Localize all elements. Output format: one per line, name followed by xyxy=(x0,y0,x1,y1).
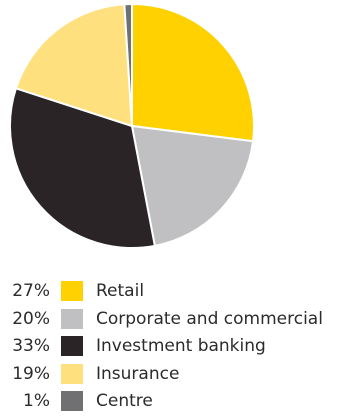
legend-label: Investment banking xyxy=(96,336,266,356)
legend-item-insurance: 19% Insurance xyxy=(0,362,341,390)
pie-slice-investment-banking xyxy=(9,87,156,249)
legend-label: Centre xyxy=(96,391,153,411)
legend-label: Corporate and commercial xyxy=(96,308,323,329)
legend-percent: 33% xyxy=(12,336,50,356)
legend-swatch xyxy=(61,363,83,384)
legend: 27% Retail 20% Corporate and commercial … xyxy=(0,279,341,417)
legend-swatch xyxy=(61,281,83,301)
legend-item-retail: 27% Retail xyxy=(0,279,341,307)
legend-item-investment-banking: 33% Investment banking xyxy=(0,334,341,362)
legend-swatch xyxy=(61,391,83,411)
legend-percent: 19% xyxy=(12,363,50,384)
legend-item-centre: 1% Centre xyxy=(0,389,341,417)
pie-slice-retail xyxy=(131,3,255,143)
legend-label: Insurance xyxy=(96,363,180,384)
pie-slice-centre xyxy=(123,2,133,127)
pie-slice-insurance xyxy=(14,3,133,127)
legend-swatch xyxy=(61,308,83,329)
legend-percent: 27% xyxy=(12,281,50,301)
pie-chart xyxy=(9,2,255,249)
legend-percent: 20% xyxy=(12,308,50,329)
legend-swatch xyxy=(61,336,83,356)
legend-label: Retail xyxy=(96,281,145,301)
legend-percent: 1% xyxy=(23,391,50,411)
pie-slice-corporate-and-commercial xyxy=(131,125,255,247)
legend-item-corporate-and-commercial: 20% Corporate and commercial xyxy=(0,307,341,335)
